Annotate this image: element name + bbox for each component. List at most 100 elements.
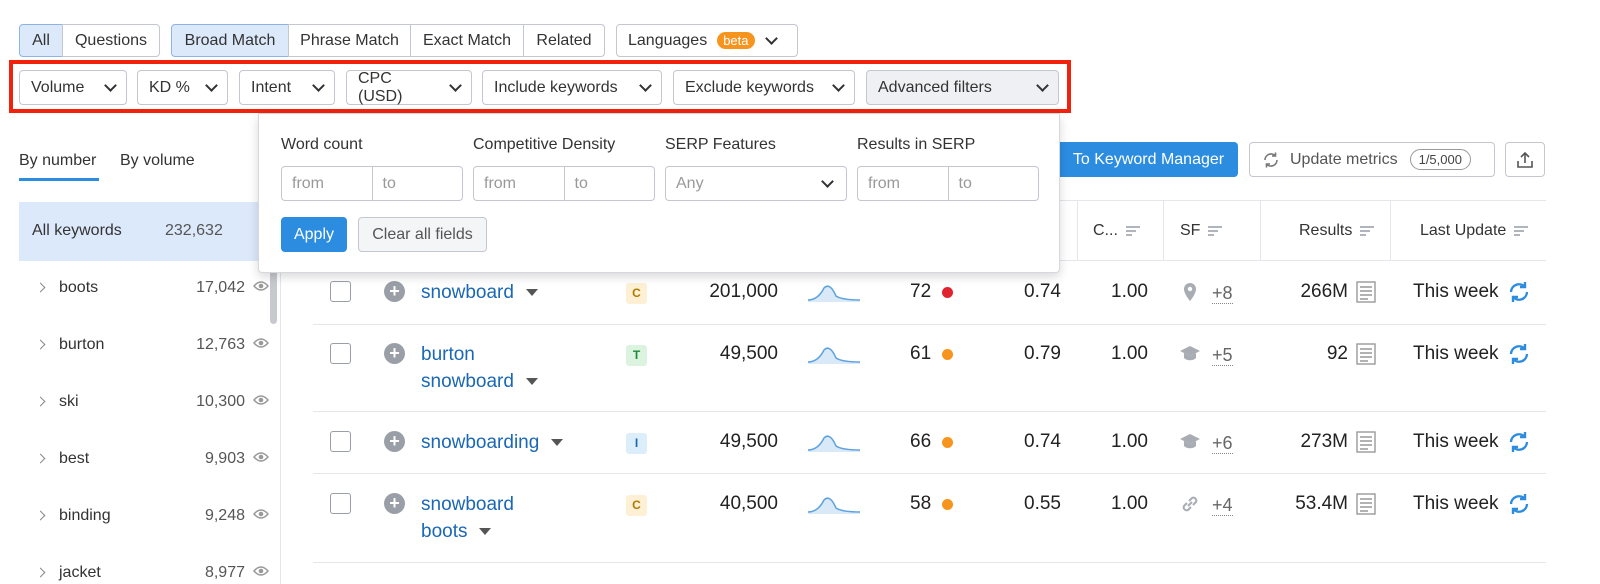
include-keywords-filter[interactable]: Include keywords — [482, 70, 662, 105]
kd-value: 66 — [910, 431, 932, 452]
refresh-icon[interactable] — [1507, 430, 1531, 454]
tab-questions[interactable]: Questions — [62, 24, 160, 57]
word-count-from[interactable]: from — [292, 175, 324, 192]
sf-more-link[interactable]: +4 — [1212, 495, 1233, 516]
table-header — [1060, 200, 1546, 261]
tab-all[interactable]: All — [19, 24, 63, 57]
competitive-density-from[interactable]: from — [484, 175, 516, 192]
eye-icon[interactable] — [253, 337, 269, 349]
cpc-filter[interactable]: CPC (USD) — [346, 70, 472, 105]
serp-icon[interactable] — [1355, 431, 1377, 453]
caret-down-icon[interactable] — [525, 378, 538, 386]
apply-button[interactable]: Apply — [281, 217, 347, 252]
sidebar-item-best[interactable]: best 9,903 — [19, 432, 269, 489]
eye-icon[interactable] — [253, 394, 269, 406]
exclude-keywords-filter[interactable]: Exclude keywords — [673, 70, 855, 105]
caret-down-icon[interactable] — [525, 289, 538, 297]
sidebar-item-jacket[interactable]: jacket 8,977 — [19, 546, 269, 584]
languages-dropdown[interactable]: Languages beta — [616, 24, 798, 57]
all-keywords-item[interactable]: All keywords 232,632 — [19, 202, 281, 261]
sidebar-item-boots[interactable]: boots 17,042 — [19, 261, 269, 318]
sidebar-item-count: 9,903 — [204, 450, 245, 467]
tab-by-volume[interactable]: By volume — [120, 152, 195, 169]
row-checkbox[interactable] — [330, 493, 351, 514]
update-metrics-button[interactable]: Update metrics 1/5,000 — [1249, 142, 1495, 177]
serp-features-label: SERP Features — [665, 136, 776, 153]
update-metrics-label: Update metrics — [1290, 150, 1398, 168]
refresh-icon[interactable] — [1507, 280, 1531, 304]
add-keyword-icon[interactable]: + — [384, 343, 405, 364]
intent-badge: C — [626, 495, 647, 516]
caret-down-icon[interactable] — [479, 528, 492, 536]
keyword-text: snowboard — [421, 282, 514, 303]
caret-down-icon[interactable] — [551, 439, 564, 447]
word-count-to[interactable]: to — [371, 167, 463, 200]
column-header-com-label: C... — [1093, 222, 1118, 239]
add-keyword-icon[interactable]: + — [384, 431, 405, 452]
intent-filter-label: Intent — [251, 78, 292, 96]
sidebar-item-binding[interactable]: binding 9,248 — [19, 489, 269, 546]
serp-icon[interactable] — [1355, 281, 1377, 303]
advanced-filters-button[interactable]: Advanced filters — [866, 70, 1059, 105]
advanced-filters-label: Advanced filters — [878, 78, 992, 96]
volume-filter[interactable]: Volume — [19, 70, 127, 105]
results-in-serp-from[interactable]: from — [868, 175, 900, 192]
eye-icon[interactable] — [253, 280, 269, 292]
competitive-density-to[interactable]: to — [563, 167, 655, 200]
sf-more-link[interactable]: +8 — [1212, 283, 1233, 304]
chevron-right-icon — [35, 510, 46, 521]
add-keyword-icon[interactable]: + — [384, 281, 405, 302]
tab-related[interactable]: Related — [523, 24, 605, 57]
serp-features-select[interactable]: Any — [665, 166, 847, 201]
kd-value: 58 — [910, 493, 932, 514]
word-count-range: from to — [281, 166, 463, 201]
sidebar-item-burton[interactable]: burton 12,763 — [19, 318, 269, 375]
intent-filter[interactable]: Intent — [239, 70, 335, 105]
tab-broad-match[interactable]: Broad Match — [171, 24, 289, 57]
refresh-icon[interactable] — [1507, 342, 1531, 366]
keyword-link[interactable]: snowboard — [421, 279, 538, 306]
sidebar-item-ski[interactable]: ski 10,300 — [19, 375, 269, 432]
eye-icon[interactable] — [253, 508, 269, 520]
row-checkbox[interactable] — [330, 343, 351, 364]
sf-more-link[interactable]: +5 — [1212, 345, 1233, 366]
sidebar-item-label: boots — [59, 279, 99, 296]
tab-phrase-match[interactable]: Phrase Match — [288, 24, 411, 57]
column-divider — [1390, 200, 1391, 261]
row-checkbox[interactable] — [330, 431, 351, 452]
all-keywords-label: All keywords — [32, 222, 122, 239]
row-checkbox[interactable] — [330, 281, 351, 302]
column-header-last-update[interactable]: Last Update — [1420, 222, 1529, 240]
keyword-link[interactable]: burton snowboard — [421, 341, 538, 395]
tab-exact-match[interactable]: Exact Match — [410, 24, 524, 57]
to-keyword-manager-button[interactable]: To Keyword Manager — [1059, 142, 1238, 177]
add-keyword-icon[interactable]: + — [384, 493, 405, 514]
intent-badge: T — [626, 345, 647, 366]
eye-icon[interactable] — [253, 451, 269, 463]
results-value: 273M — [1300, 431, 1348, 452]
refresh-icon[interactable] — [1507, 492, 1531, 516]
keyword-link[interactable]: snowboard boots — [421, 491, 514, 545]
serp-icon[interactable] — [1355, 343, 1377, 365]
column-header-results[interactable]: Results — [1299, 222, 1375, 240]
results-in-serp-to[interactable]: to — [947, 167, 1039, 200]
tab-broad-match-label: Broad Match — [184, 31, 276, 49]
column-header-sf[interactable]: SF — [1180, 222, 1223, 240]
sf-more-link[interactable]: +6 — [1212, 433, 1233, 454]
tab-by-number[interactable]: By number — [19, 152, 97, 169]
all-keywords-count: 232,632 — [165, 222, 223, 239]
clear-all-fields-button[interactable]: Clear all fields — [358, 217, 487, 252]
beta-badge: beta — [717, 32, 755, 49]
sidebar-item-count: 17,042 — [196, 279, 245, 296]
eye-icon[interactable] — [253, 565, 269, 577]
results-value: 92 — [1326, 343, 1348, 364]
sidebar-scrollbar[interactable] — [270, 262, 277, 324]
kd-filter[interactable]: KD % — [137, 70, 228, 105]
chevron-right-icon — [35, 282, 46, 293]
column-header-com[interactable]: C... — [1093, 222, 1140, 240]
keyword-link[interactable]: snowboarding — [421, 429, 564, 456]
serp-icon[interactable] — [1355, 493, 1377, 515]
column-header-sf-label: SF — [1180, 222, 1201, 239]
export-button[interactable] — [1505, 142, 1545, 177]
graduation-cap-icon — [1180, 346, 1200, 361]
